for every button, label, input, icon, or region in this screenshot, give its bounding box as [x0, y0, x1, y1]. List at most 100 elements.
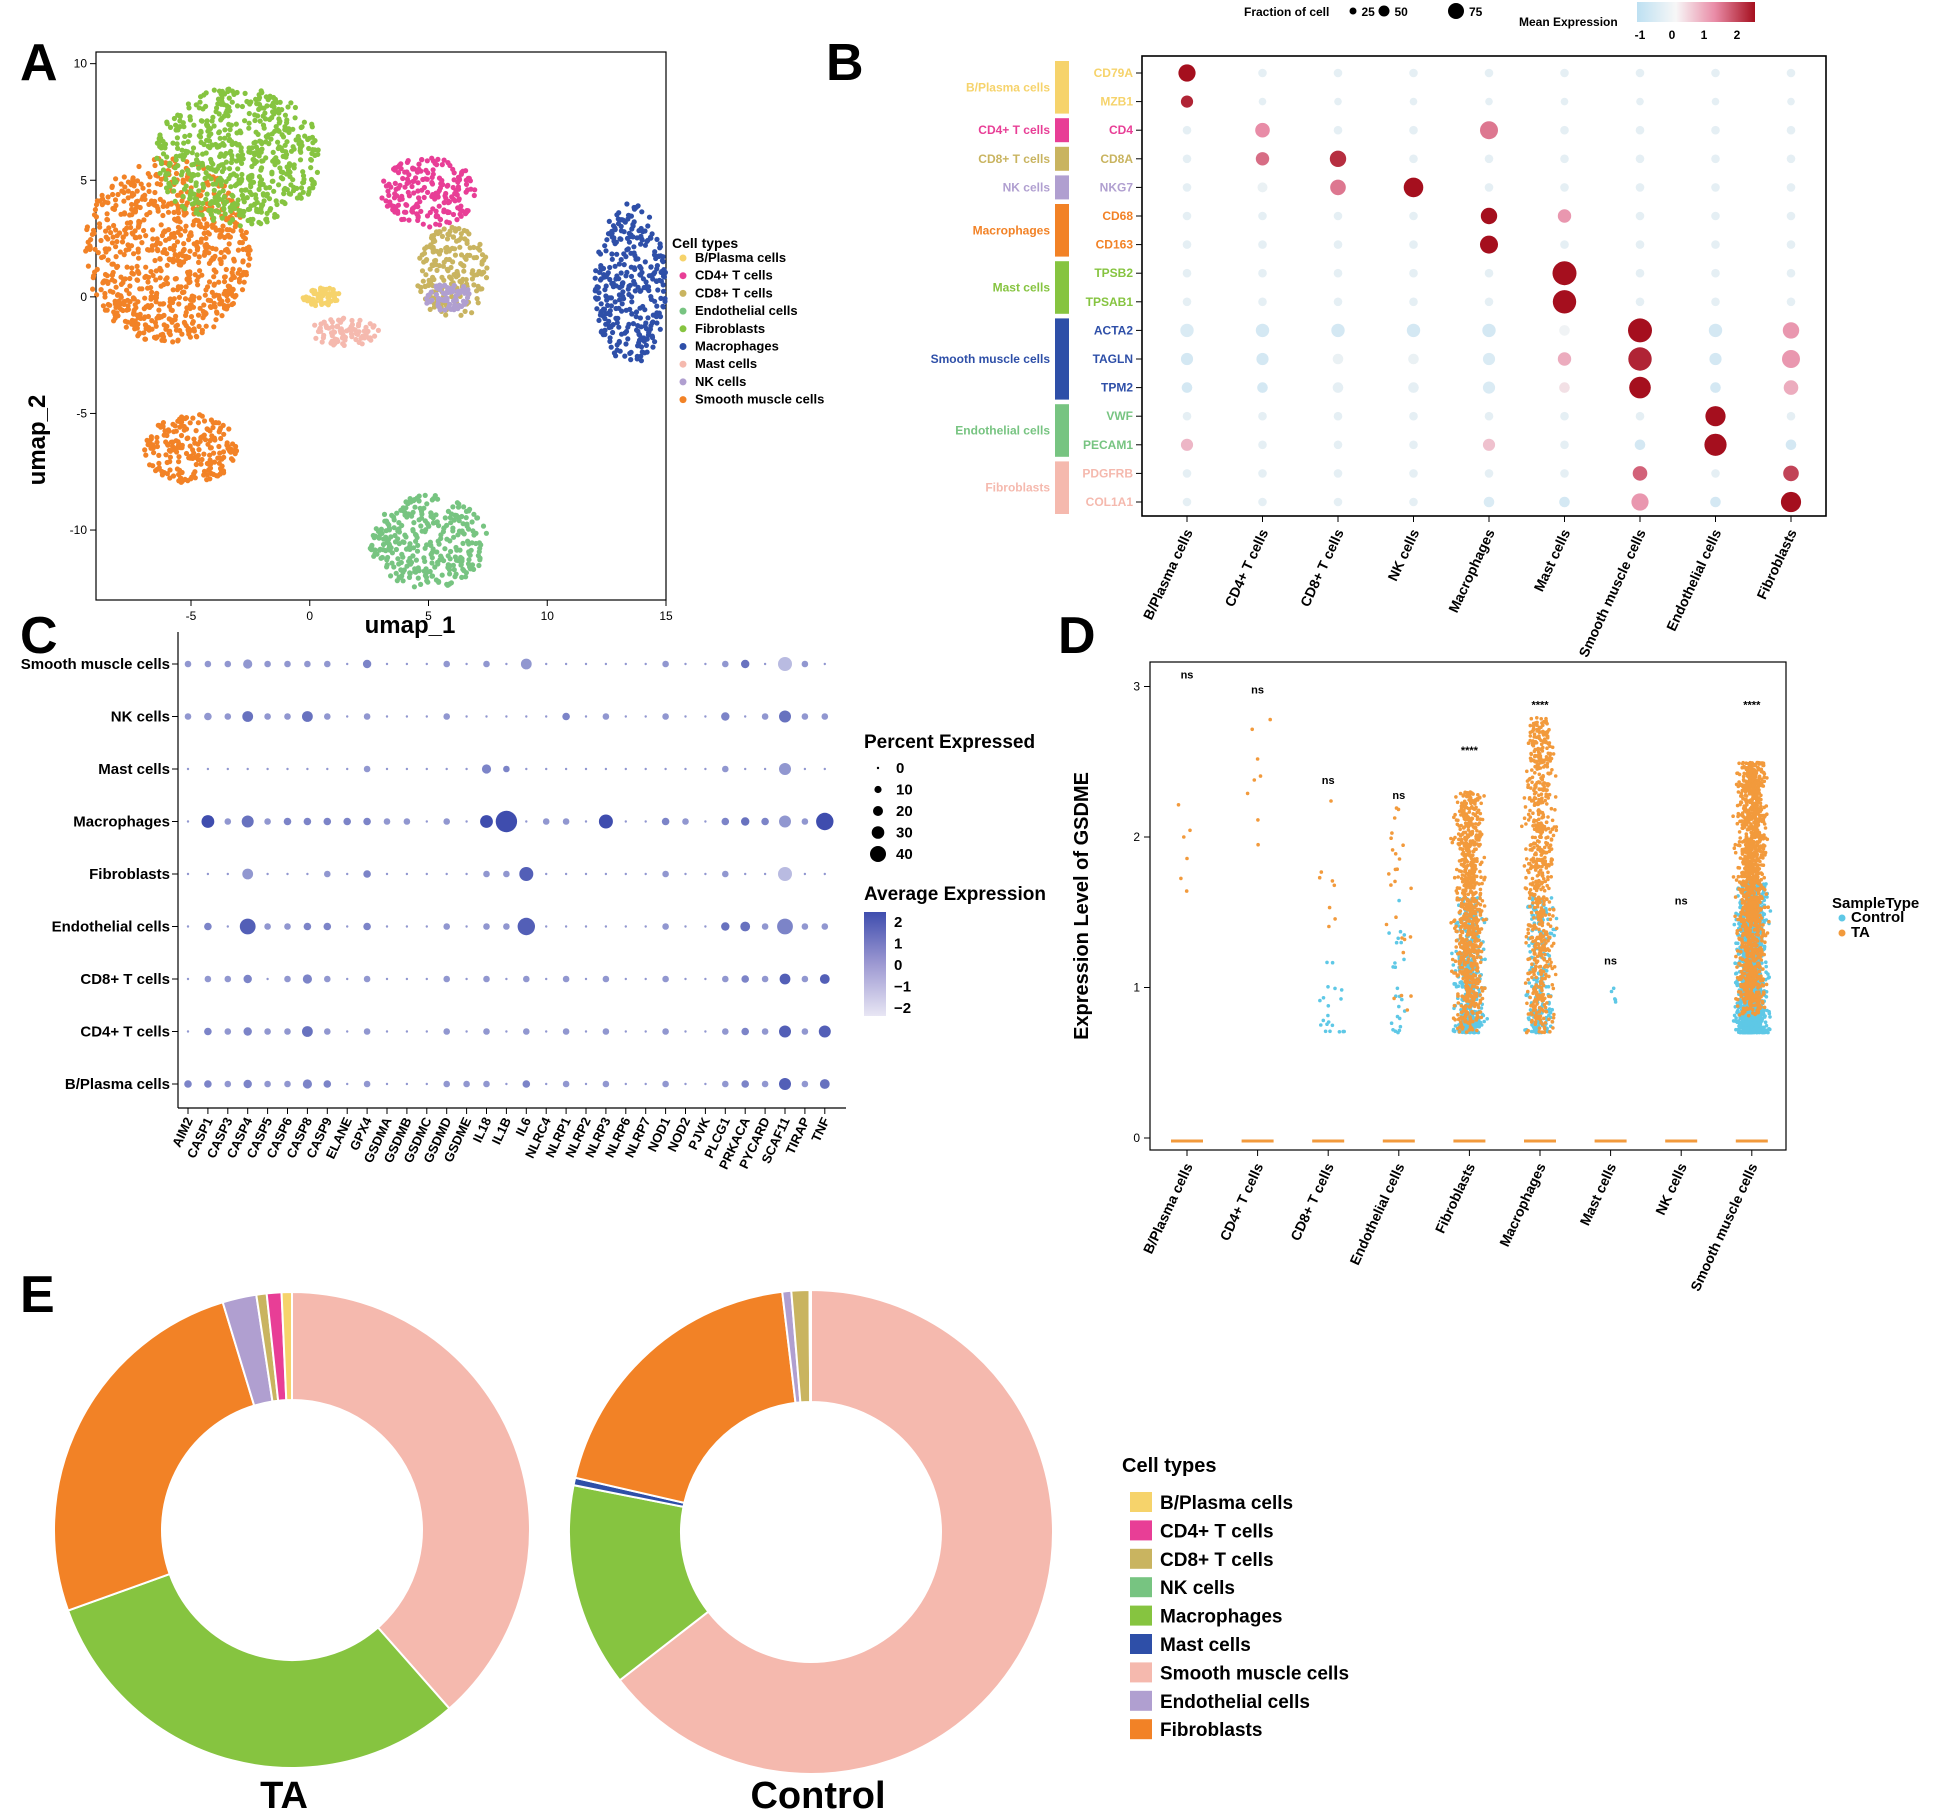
- c-dot: [324, 660, 331, 668]
- gsdme-point: [1478, 869, 1482, 874]
- umap-point: [324, 324, 330, 331]
- c-dot: [602, 975, 610, 983]
- umap-point: [189, 162, 195, 168]
- umap-point: [386, 525, 392, 531]
- c-dot: [744, 767, 747, 771]
- marker-group-label: B/Plasma cells: [966, 80, 1050, 94]
- gsdme-point: [1409, 886, 1413, 891]
- gsdme-point: [1461, 812, 1466, 817]
- gsdme-point: [1466, 1012, 1470, 1016]
- umap-point: [447, 556, 453, 562]
- umap-point: [135, 246, 141, 252]
- c-dot: [323, 922, 332, 931]
- umap-point: [422, 492, 428, 498]
- umap-point: [171, 115, 177, 122]
- umap-point: [381, 178, 387, 184]
- c-dot: [495, 810, 518, 833]
- umap-point: [181, 427, 187, 433]
- umap-point: [187, 132, 193, 138]
- umap-point: [434, 267, 440, 273]
- umap-point: [596, 290, 602, 296]
- umap-point: [262, 110, 268, 116]
- umap-point: [411, 497, 418, 503]
- gsdme-point: [1460, 873, 1465, 877]
- gsdme-point: [1478, 955, 1483, 960]
- umap-point: [429, 181, 436, 187]
- gsdme-point: [1325, 960, 1329, 965]
- marker-dot: [1180, 95, 1194, 108]
- umap-point: [191, 436, 197, 442]
- c-dot: [545, 977, 548, 981]
- umap-point: [240, 259, 246, 265]
- umap-point: [290, 177, 296, 183]
- umap-point: [228, 159, 234, 166]
- umap-point: [650, 344, 656, 350]
- gsdme-category-group: ****: [1520, 700, 1559, 1143]
- marker-gene-label: MZB1: [1100, 95, 1133, 109]
- umap-point: [202, 292, 208, 298]
- umap-point: [642, 242, 649, 248]
- umap-point: [446, 248, 452, 254]
- marker-dot: [1786, 183, 1796, 192]
- umap-point: [450, 166, 456, 172]
- umap-point: [656, 253, 662, 259]
- umap-point: [219, 168, 225, 175]
- umap-point: [296, 137, 302, 143]
- gsdme-point: [1456, 875, 1460, 879]
- c-dot: [684, 872, 687, 876]
- c-dot: [385, 662, 389, 666]
- umap-point: [419, 252, 425, 258]
- c-dot: [644, 872, 647, 876]
- gsdme-point: [1384, 922, 1389, 927]
- umap-point: [453, 557, 460, 563]
- marker-dot: [1711, 125, 1720, 135]
- umap-point: [195, 160, 202, 166]
- umap-point: [416, 568, 422, 574]
- umap-point: [195, 274, 201, 280]
- gsdme-point: [1479, 1023, 1484, 1027]
- gsdme-point: [1468, 872, 1473, 876]
- umap-point: [191, 326, 197, 332]
- umap-point: [83, 248, 89, 254]
- c-dot: [644, 1030, 647, 1033]
- umap-point: [193, 428, 199, 434]
- umap-point: [258, 177, 265, 183]
- c-dot: [741, 975, 749, 983]
- marker-dot: [1552, 261, 1577, 286]
- umap-point: [191, 122, 197, 128]
- umap-point: [184, 276, 190, 282]
- marker-dot: [1258, 97, 1267, 106]
- umap-point: [456, 177, 463, 183]
- umap-point: [234, 103, 241, 109]
- c-dot: [624, 715, 627, 718]
- gsdme-point: [1326, 1004, 1331, 1008]
- umap-point: [648, 264, 654, 270]
- c-dot: [443, 975, 451, 983]
- umap-point: [184, 435, 190, 442]
- c-dot: [243, 1079, 252, 1089]
- umap-point: [657, 245, 663, 251]
- c-dot: [584, 925, 588, 928]
- umap-point: [226, 86, 232, 92]
- umap-point: [457, 290, 463, 296]
- marker-dot: [1552, 290, 1577, 314]
- avg-expression-tick: −1: [894, 979, 911, 996]
- umap-point: [473, 540, 479, 547]
- gsdme-point: [1464, 867, 1468, 871]
- umap-point: [433, 291, 439, 298]
- umap-point: [175, 338, 181, 344]
- gsdme-point: [1480, 881, 1484, 886]
- c-dot: [584, 820, 588, 823]
- umap-point: [393, 570, 399, 576]
- c-dot: [584, 872, 588, 876]
- fraction-legend-dot: [1349, 7, 1357, 15]
- umap-point: [612, 299, 618, 305]
- umap-point: [179, 147, 185, 153]
- umap-point: [179, 289, 186, 296]
- marker-dot: [1634, 439, 1646, 451]
- gsdme-point: [1459, 1004, 1464, 1008]
- umap-point: [463, 299, 469, 305]
- c-dot: [545, 1030, 548, 1033]
- marker-dot: [1786, 411, 1796, 421]
- umap-point: [164, 471, 170, 477]
